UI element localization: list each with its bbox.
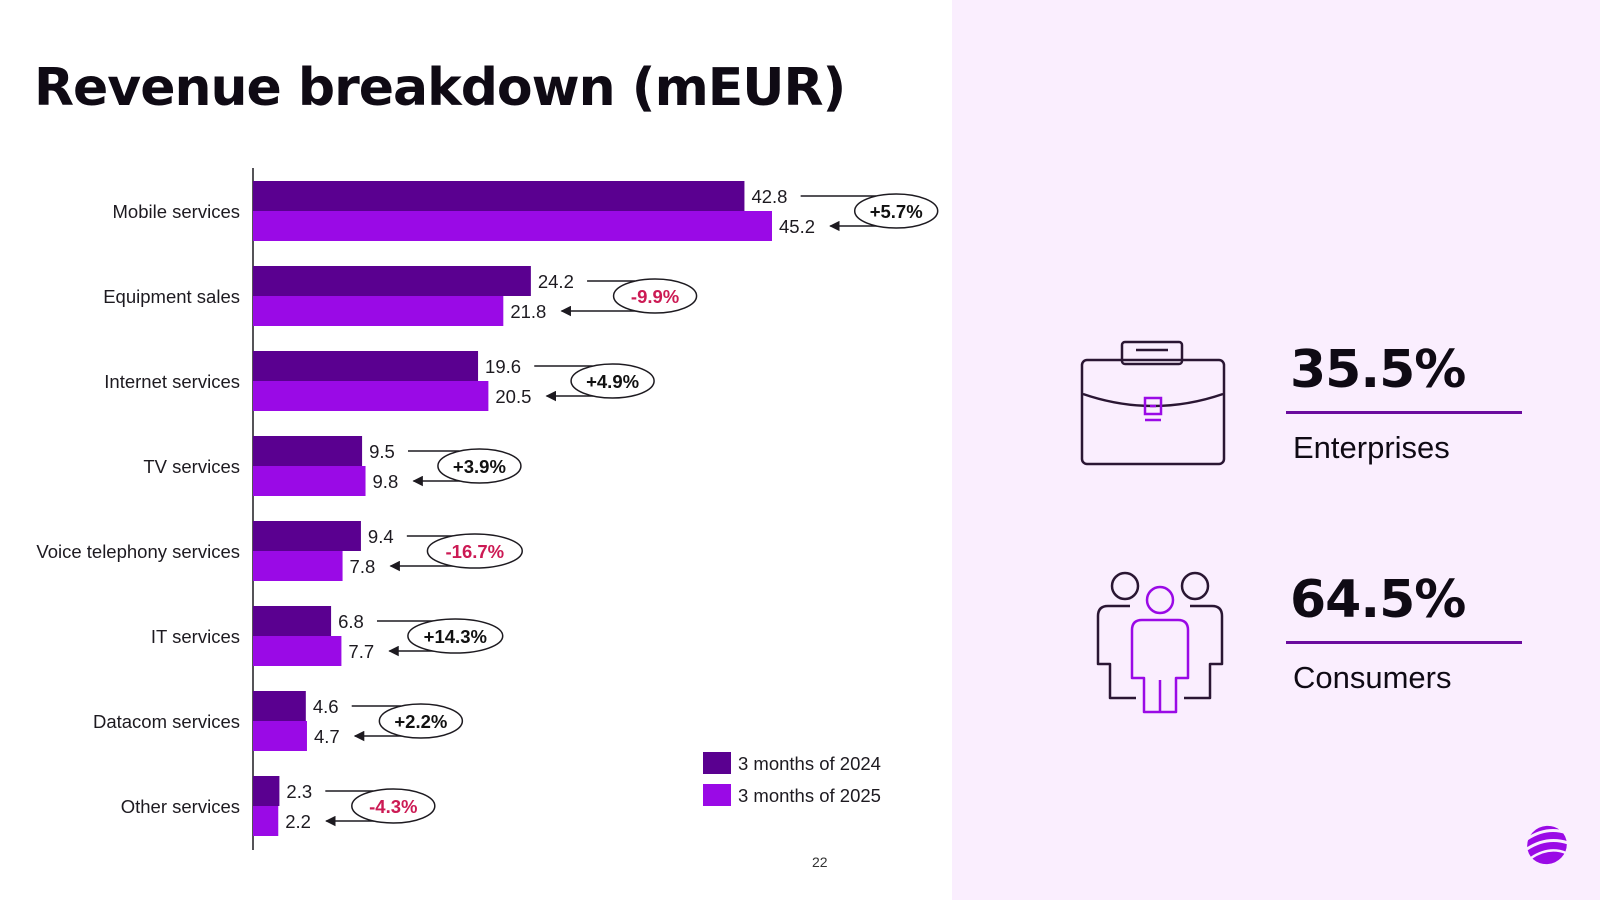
change-badge (426, 533, 523, 569)
legend-swatch-2024 (703, 752, 731, 774)
category-label: Internet services (104, 371, 240, 392)
consumer-share-value: 64.5% (1290, 570, 1466, 630)
bar-2025 (253, 211, 772, 241)
bar-2024 (253, 181, 745, 211)
change-label: -16.7% (446, 541, 505, 562)
page-title: Revenue breakdown (mEUR) (34, 58, 846, 118)
change-label: +5.7% (870, 201, 923, 222)
change-label: +3.9% (453, 456, 506, 477)
category-label: Mobile services (113, 201, 241, 222)
people-icon (1096, 571, 1224, 714)
enterprise-divider (1286, 411, 1522, 414)
revenue-bar-chart: Mobile services 42.8 45.2 +5.7% Equipment sa… (36, 168, 939, 850)
change-badge (378, 703, 464, 739)
bar-2024 (253, 351, 479, 381)
change-badge (407, 618, 504, 654)
value-label-2025: 21.8 (510, 301, 546, 322)
category-label: TV services (143, 456, 240, 477)
value-label-2024: 24.2 (538, 271, 574, 292)
value-label-2025: 4.7 (314, 726, 340, 747)
segment-panel (952, 0, 1600, 900)
change-label: +2.2% (394, 711, 447, 732)
change-badge (437, 448, 522, 484)
enterprise-label: Enterprises (1293, 430, 1450, 465)
category-label: Equipment sales (103, 286, 240, 307)
value-label-2024: 4.6 (313, 696, 339, 717)
legend-label-2025: 3 months of 2025 (738, 785, 881, 806)
enterprise-share-value: 35.5% (1290, 340, 1466, 400)
value-label-2025: 20.5 (495, 386, 531, 407)
change-badge (351, 788, 436, 824)
value-label-2024: 9.4 (368, 526, 394, 547)
category-label: Voice telephony services (36, 541, 240, 562)
change-label: +14.3% (424, 626, 487, 647)
category-label: Datacom services (93, 711, 240, 732)
bar-2025 (253, 806, 279, 836)
bar-2024 (253, 266, 531, 296)
category-label: IT services (151, 626, 240, 647)
bar-2024 (253, 436, 363, 466)
value-label-2025: 9.8 (373, 471, 399, 492)
value-label-2024: 9.5 (369, 441, 395, 462)
change-label: +4.9% (586, 371, 639, 392)
bar-2024 (253, 776, 280, 806)
value-label-2025: 7.8 (350, 556, 376, 577)
bar-2025 (253, 381, 489, 411)
value-label-2025: 2.2 (285, 811, 311, 832)
telia-logo-icon (1526, 825, 1569, 865)
value-label-2025: 45.2 (779, 216, 815, 237)
change-badge (612, 278, 698, 314)
bar-2025 (253, 636, 342, 666)
bar-2025 (253, 721, 307, 751)
bar-2024 (253, 691, 306, 721)
page-number: 22 (812, 854, 828, 870)
change-badge (570, 363, 655, 399)
bar-2024 (253, 521, 361, 551)
value-label-2024: 19.6 (485, 356, 521, 377)
bar-2025 (253, 551, 343, 581)
change-label: -9.9% (631, 286, 679, 307)
category-label: Other services (121, 796, 240, 817)
bar-2024 (253, 606, 332, 636)
value-label-2024: 42.8 (751, 186, 787, 207)
change-badge (853, 193, 939, 229)
change-label: -4.3% (369, 796, 417, 817)
value-label-2025: 7.7 (348, 641, 374, 662)
consumer-divider (1286, 641, 1522, 644)
bar-2025 (253, 466, 366, 496)
bar-2025 (253, 296, 504, 326)
briefcase-icon (1080, 340, 1226, 466)
value-label-2024: 6.8 (338, 611, 364, 632)
consumer-label: Consumers (1293, 660, 1452, 695)
value-label-2024: 2.3 (286, 781, 312, 802)
legend-label-2024: 3 months of 2024 (738, 753, 881, 774)
legend-swatch-2025 (703, 784, 731, 806)
